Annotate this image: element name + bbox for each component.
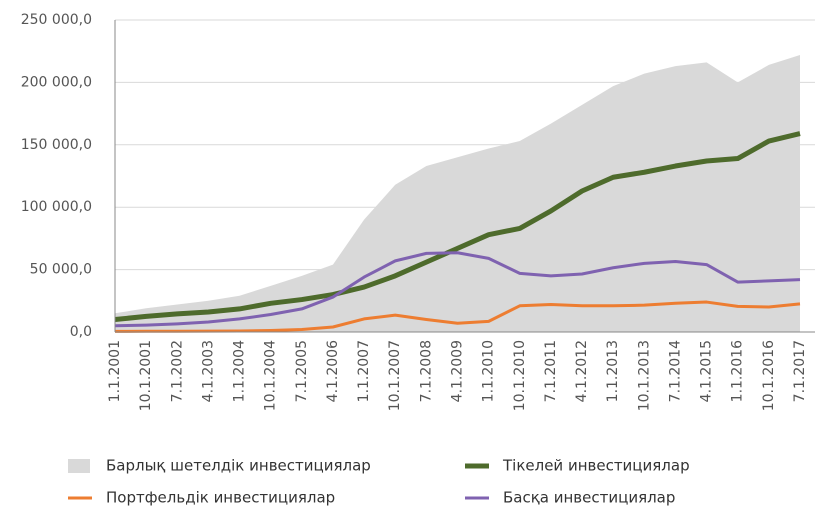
x-tick-label: 1.1.2010 — [481, 340, 497, 402]
x-tick-label: 7.1.2005 — [294, 340, 310, 402]
x-tick-label: 4.1.2015 — [699, 340, 715, 402]
legend-label: Басқа инвестициялар — [503, 489, 675, 507]
x-tick-label: 10.1.2016 — [761, 340, 777, 411]
x-tick-label: 7.1.2008 — [418, 340, 434, 402]
x-tick-label: 10.1.2013 — [636, 340, 652, 411]
y-tick-label: 150 000,0 — [21, 137, 92, 153]
y-tick-label: 100 000,0 — [21, 199, 92, 215]
y-tick-label: 0,0 — [70, 324, 92, 340]
x-tick-label: 10.1.2010 — [512, 340, 528, 411]
line — [114, 131, 801, 323]
x-tick-label: 1.1.2016 — [730, 340, 746, 402]
legend-label: Тікелей инвестициялар — [502, 457, 690, 475]
x-tick-label: 1.1.2004 — [232, 340, 248, 402]
x-tick-label: 4.1.2006 — [325, 340, 341, 402]
x-tick-label: 1.1.2001 — [107, 340, 123, 402]
x-tick-label: 10.1.2004 — [263, 340, 279, 411]
line — [114, 300, 801, 333]
x-tick-label: 10.1.2001 — [138, 340, 154, 411]
x-tick-label: 7.1.2002 — [169, 340, 185, 402]
y-tick-label: 200 000,0 — [21, 74, 92, 90]
area — [115, 54, 800, 332]
legend-label: Портфельдік инвестициялар — [106, 489, 335, 507]
x-tick-label: 4.1.2012 — [574, 340, 590, 402]
y-tick-label: 250 000,0 — [21, 12, 92, 28]
y-tick-label: 50 000,0 — [30, 262, 92, 278]
x-tick-label: 4.1.2009 — [450, 340, 466, 402]
x-tick-label: 1.1.2007 — [356, 340, 372, 402]
legend-swatch — [68, 459, 90, 473]
x-tick-label: 7.1.2017 — [792, 340, 808, 402]
line — [114, 251, 801, 328]
x-tick-label: 4.1.2003 — [200, 340, 216, 402]
x-tick-label: 7.1.2014 — [667, 340, 683, 402]
x-tick-label: 10.1.2007 — [387, 340, 403, 411]
x-tick-label: 1.1.2013 — [605, 340, 621, 402]
x-tick-label: 7.1.2011 — [543, 340, 559, 402]
legend-label: Барлық шетелдік инвестициялар — [106, 457, 371, 475]
